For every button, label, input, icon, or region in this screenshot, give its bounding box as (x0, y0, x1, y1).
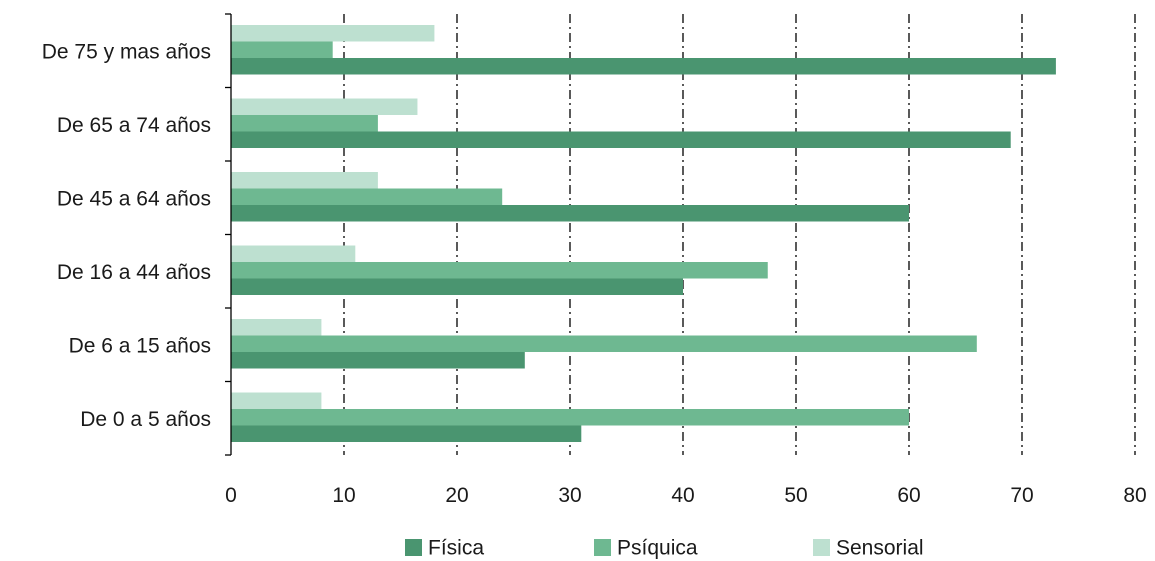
bar-física-1 (231, 131, 1011, 148)
bar-psíquica-3 (231, 262, 768, 279)
bar-física-5 (231, 425, 582, 442)
bar-sensorial-3 (231, 245, 356, 262)
bar-sensorial-4 (231, 319, 322, 336)
bar-sensorial-2 (231, 172, 378, 189)
legend-swatch (813, 539, 830, 556)
x-tick-label: 80 (1123, 484, 1146, 507)
x-tick-label: 10 (332, 484, 355, 507)
x-tick-label: 60 (897, 484, 920, 507)
category-label: De 65 a 74 años (57, 114, 211, 137)
bar-sensorial-0 (231, 25, 435, 42)
bar-psíquica-4 (231, 335, 977, 352)
legend: Física Psíquica Sensorial (405, 537, 924, 560)
category-labels: De 75 y mas años De 65 a 74 años De 45 a 6… (42, 40, 211, 431)
x-tick-label: 70 (1010, 484, 1033, 507)
legend-label: Sensorial (836, 537, 924, 560)
category-label: De 45 a 64 años (57, 187, 211, 210)
x-tick-label: 0 (225, 484, 237, 507)
bar-física-2 (231, 205, 909, 222)
category-label: De 16 a 44 años (57, 261, 211, 284)
x-tick-label: 50 (784, 484, 807, 507)
x-tick-label: 20 (445, 484, 468, 507)
x-tick-labels: 0 10 20 30 40 50 60 70 80 (225, 484, 1147, 507)
bar-física-4 (231, 352, 525, 369)
legend-label: Física (428, 537, 484, 560)
y-axis (225, 13, 232, 456)
bar-psíquica-0 (231, 41, 333, 58)
bar-física-3 (231, 278, 683, 295)
bar-psíquica-2 (231, 188, 503, 205)
legend-item-física: Física (405, 537, 484, 560)
category-label: De 75 y mas años (42, 40, 211, 63)
category-label: De 6 a 15 años (69, 334, 211, 357)
legend-item-psíquica: Psíquica (594, 537, 698, 560)
bars (231, 25, 1056, 442)
x-tick-label: 40 (671, 484, 694, 507)
bar-psíquica-1 (231, 115, 378, 132)
gridlines (343, 14, 1136, 455)
legend-label: Psíquica (617, 537, 698, 560)
bar-psíquica-5 (231, 409, 909, 426)
bar-sensorial-1 (231, 98, 418, 115)
bar-sensorial-5 (231, 392, 322, 409)
x-tick-label: 30 (558, 484, 581, 507)
legend-swatch (405, 539, 422, 556)
category-label: De 0 a 5 años (80, 408, 211, 431)
legend-item-sensorial: Sensorial (813, 537, 924, 560)
bar-física-0 (231, 58, 1056, 75)
legend-swatch (594, 539, 611, 556)
